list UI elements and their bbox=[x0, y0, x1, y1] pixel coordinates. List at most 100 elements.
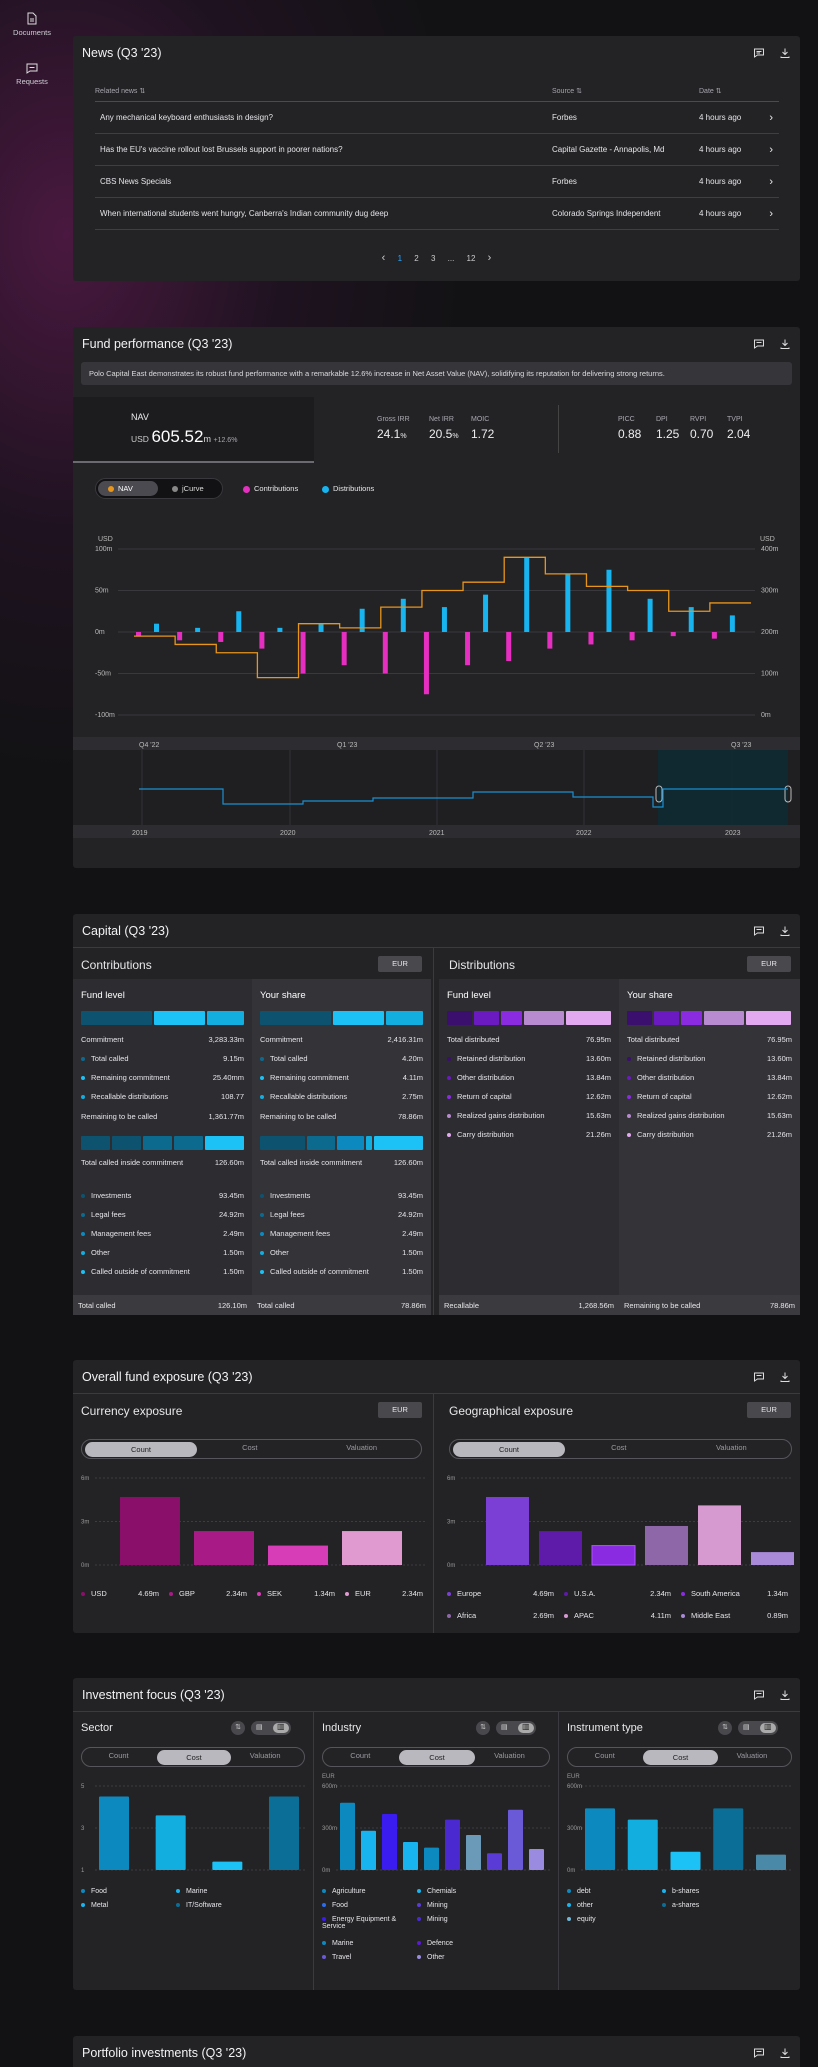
chart-mode-toggle[interactable]: NAV jCurve bbox=[95, 478, 223, 499]
y-right-tick-label: 400m bbox=[761, 546, 779, 553]
download-icon[interactable] bbox=[779, 1689, 791, 1701]
chevron-right-icon[interactable]: › bbox=[769, 144, 773, 156]
metric-gross-irr: Gross IRR 24.1% bbox=[377, 416, 410, 441]
legend-item: Defence bbox=[417, 1940, 505, 1947]
tab-count[interactable]: Count bbox=[108, 1751, 129, 1760]
tab-count[interactable]: Count bbox=[350, 1751, 371, 1760]
kv-row: Carry distribution 21.26m bbox=[619, 1130, 800, 1144]
sort-icon[interactable]: ⇅ bbox=[718, 1721, 732, 1735]
currency-exposure-currency[interactable]: EUR bbox=[378, 1402, 422, 1418]
currency-exposure-chart[interactable]: 6m 3m 0m bbox=[73, 1472, 433, 1592]
y-tick-label: 50m bbox=[95, 588, 109, 595]
focus-metric-tabs[interactable]: Count Cost Valuation bbox=[81, 1747, 305, 1767]
chevron-right-icon[interactable]: › bbox=[769, 112, 773, 124]
sort-icon[interactable]: ⇅ bbox=[476, 1721, 490, 1735]
tab-cost[interactable]: Cost bbox=[399, 1750, 475, 1765]
chevron-right-icon[interactable]: › bbox=[769, 208, 773, 220]
download-icon[interactable] bbox=[779, 925, 791, 937]
tab-valuation[interactable]: Valuation bbox=[249, 1751, 281, 1760]
tab-valuation[interactable]: Valuation bbox=[494, 1751, 525, 1760]
col-related-news[interactable]: Related news ⇅ bbox=[95, 88, 146, 95]
industry-chart[interactable]: EUR 600m 300m 0m bbox=[314, 1772, 558, 1882]
tab-cost[interactable]: Cost bbox=[611, 1443, 627, 1452]
kv-row: Return of capital 12.62m bbox=[439, 1092, 619, 1106]
news-source: Forbes bbox=[552, 113, 577, 122]
geo-exposure-chart[interactable]: 6m 3m 0m bbox=[439, 1472, 800, 1592]
view-toggle[interactable]: ▤ ▥ bbox=[251, 1721, 291, 1735]
table-icon[interactable]: ▤ bbox=[743, 1724, 750, 1731]
page-3[interactable]: 3 bbox=[430, 254, 436, 263]
pagination-prev[interactable]: ‹ bbox=[381, 252, 386, 264]
instrument-chart[interactable]: EUR 600m 300m 0m bbox=[559, 1772, 800, 1882]
metric-dpi: DPI 1.25 bbox=[656, 416, 680, 441]
tab-count[interactable]: Count bbox=[453, 1442, 565, 1457]
comment-icon[interactable] bbox=[753, 338, 765, 350]
tab-valuation[interactable]: Valuation bbox=[736, 1751, 768, 1760]
tab-valuation[interactable]: Valuation bbox=[715, 1443, 747, 1452]
total-called-footer: Total called 126.10m bbox=[73, 1295, 252, 1315]
page-12[interactable]: 12 bbox=[466, 254, 476, 263]
sidebar-item-label: Requests bbox=[16, 77, 48, 86]
metric-tvpi: TVPI 2.04 bbox=[727, 416, 751, 441]
kv-row: Management fees 2.49m bbox=[73, 1229, 252, 1243]
overview-line bbox=[139, 788, 788, 808]
tab-cost[interactable]: Cost bbox=[643, 1750, 718, 1765]
table-row[interactable]: CBS News Specials Forbes 4 hours ago › bbox=[95, 166, 779, 198]
chevron-right-icon[interactable]: › bbox=[769, 176, 773, 188]
col-date[interactable]: Date ⇅ bbox=[699, 88, 722, 95]
table-row[interactable]: Has the EU's vaccine rollout lost Brusse… bbox=[95, 134, 779, 166]
col-source[interactable]: Source ⇅ bbox=[552, 88, 582, 95]
toggle-nav[interactable]: NAV bbox=[108, 484, 133, 493]
sort-icon[interactable]: ⇅ bbox=[231, 1721, 245, 1735]
tab-valuation[interactable]: Valuation bbox=[346, 1443, 378, 1452]
currency-metric-tabs[interactable]: Count Cost Valuation bbox=[81, 1439, 422, 1459]
exposure-bar bbox=[591, 1545, 636, 1566]
comment-icon[interactable] bbox=[753, 2047, 765, 2059]
page-1[interactable]: 1 bbox=[397, 254, 403, 263]
range-handle-right bbox=[784, 785, 792, 803]
bar-chart-icon[interactable]: ▥ bbox=[277, 1722, 285, 1731]
table-row[interactable]: When international students went hungry,… bbox=[95, 198, 779, 230]
view-toggle[interactable]: ▤ ▥ bbox=[738, 1721, 778, 1735]
kv-row: Carry distribution 21.26m bbox=[439, 1130, 619, 1144]
comment-icon[interactable] bbox=[753, 1371, 765, 1383]
sidebar-item-documents[interactable]: Documents bbox=[0, 12, 64, 37]
download-icon[interactable] bbox=[779, 2047, 791, 2059]
table-row[interactable]: Any mechanical keyboard enthusiasts in d… bbox=[95, 102, 779, 134]
distribution-bar bbox=[565, 573, 571, 632]
news-date: 4 hours ago bbox=[699, 177, 742, 186]
bar-chart-icon[interactable]: ▥ bbox=[522, 1722, 530, 1731]
contribution-bar bbox=[300, 632, 306, 674]
download-icon[interactable] bbox=[779, 47, 791, 59]
distribution-bar bbox=[236, 611, 242, 632]
focus-metric-tabs[interactable]: Count Cost Valuation bbox=[567, 1747, 792, 1767]
download-icon[interactable] bbox=[779, 1371, 791, 1383]
nav-kpi[interactable]: NAV USD 605.52m +12.6% bbox=[73, 397, 314, 463]
comment-icon[interactable] bbox=[753, 1689, 765, 1701]
tab-count[interactable]: Count bbox=[594, 1751, 615, 1760]
legend-item: Food bbox=[322, 1902, 410, 1909]
sidebar-item-requests[interactable]: Requests bbox=[0, 62, 64, 86]
tab-count[interactable]: Count bbox=[85, 1442, 197, 1457]
toggle-jcurve[interactable]: jCurve bbox=[172, 484, 204, 493]
metric-picc: PICC 0.88 bbox=[618, 416, 642, 441]
table-icon[interactable]: ▤ bbox=[256, 1724, 263, 1731]
table-icon[interactable]: ▤ bbox=[501, 1724, 508, 1731]
distributions-currency[interactable]: EUR bbox=[747, 956, 791, 972]
sector-chart[interactable]: 5 3 1 bbox=[73, 1772, 313, 1882]
comment-icon[interactable] bbox=[753, 925, 765, 937]
contributions-currency[interactable]: EUR bbox=[378, 956, 422, 972]
geo-exposure-currency[interactable]: EUR bbox=[747, 1402, 791, 1418]
comment-icon[interactable] bbox=[753, 47, 765, 59]
page-2[interactable]: 2 bbox=[414, 254, 419, 263]
tab-cost[interactable]: Cost bbox=[156, 1750, 232, 1765]
pagination-next[interactable]: › bbox=[487, 252, 492, 264]
view-toggle[interactable]: ▤ ▥ bbox=[496, 1721, 536, 1735]
download-icon[interactable] bbox=[779, 338, 791, 350]
focus-metric-tabs[interactable]: Count Cost Valuation bbox=[322, 1747, 550, 1767]
contribution-bar bbox=[259, 632, 265, 649]
tab-cost[interactable]: Cost bbox=[242, 1443, 258, 1452]
bar-chart-icon[interactable]: ▥ bbox=[764, 1722, 772, 1731]
geo-metric-tabs[interactable]: Count Cost Valuation bbox=[449, 1439, 792, 1459]
nav-chart[interactable]: USD USD 100m 50m 0m -50m -100m 400m 300m 200m 100m… bbox=[73, 507, 800, 868]
